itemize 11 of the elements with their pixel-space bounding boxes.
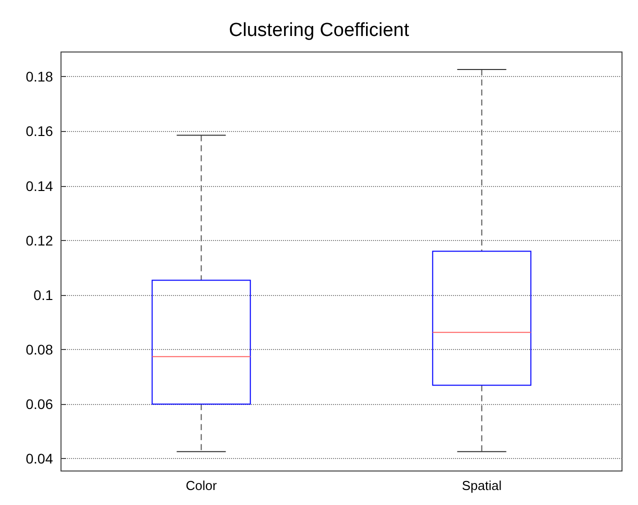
x-tick-label: Color [186,478,218,493]
y-tick-label: 0.08 [26,342,54,358]
y-tick-label: 0.04 [26,450,54,467]
x-tick-label: Spatial [462,478,502,493]
y-tick-label: 0.16 [26,123,54,140]
chart-title: Clustering Coefficient [228,20,410,41]
y-tick-label: 0.1 [34,286,54,303]
y-tick-label: 0.14 [26,178,54,194]
y-tick-label: 0.18 [26,68,54,85]
y-tick-label: 0.06 [26,396,54,412]
y-tick-label: 0.12 [26,232,54,248]
